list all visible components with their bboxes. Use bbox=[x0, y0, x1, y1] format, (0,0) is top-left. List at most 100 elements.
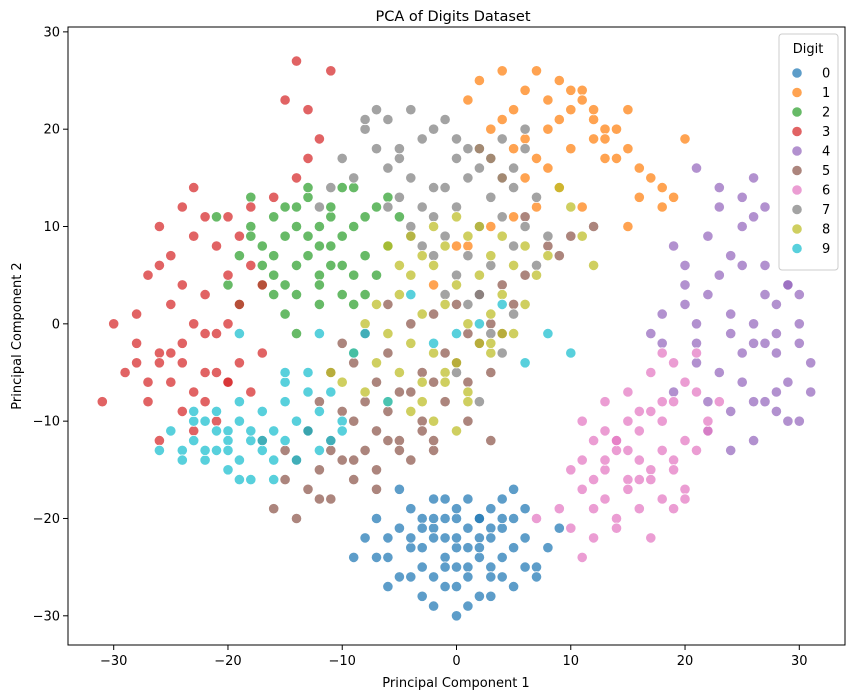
scatter-point bbox=[496, 133, 508, 145]
scatter-point bbox=[268, 454, 280, 466]
scatter-point bbox=[199, 454, 211, 466]
scatter-point bbox=[462, 172, 474, 184]
scatter-point bbox=[199, 288, 211, 301]
scatter-point bbox=[690, 357, 703, 369]
scatter-point bbox=[336, 152, 348, 164]
scatter-point bbox=[667, 464, 680, 476]
scatter-point bbox=[405, 532, 417, 544]
scatter-point bbox=[393, 366, 405, 379]
scatter-point bbox=[542, 240, 554, 252]
scatter-point bbox=[290, 454, 303, 466]
scatter-point bbox=[485, 259, 497, 271]
scatter-point bbox=[370, 143, 383, 155]
scatter-point bbox=[462, 327, 474, 340]
scatter-point bbox=[405, 230, 417, 242]
scatter-point bbox=[633, 191, 645, 203]
x-tick-label: −10 bbox=[329, 654, 356, 669]
scatter-point bbox=[427, 571, 440, 583]
scatter-point bbox=[736, 347, 748, 359]
scatter-point bbox=[439, 561, 451, 573]
scatter-point bbox=[188, 182, 200, 194]
scatter-point bbox=[473, 337, 485, 349]
y-tick-label: 30 bbox=[43, 25, 60, 40]
scatter-point bbox=[530, 512, 543, 525]
scatter-point bbox=[393, 288, 405, 301]
scatter-point bbox=[725, 405, 737, 417]
scatter-point bbox=[359, 211, 371, 223]
scatter-point bbox=[393, 259, 405, 271]
scatter-point bbox=[290, 512, 303, 525]
scatter-point bbox=[645, 327, 657, 340]
scatter-point bbox=[507, 512, 520, 525]
x-axis-label: Principal Component 1 bbox=[382, 676, 529, 691]
scatter-point bbox=[565, 84, 577, 96]
scatter-point bbox=[370, 376, 383, 388]
scatter-point bbox=[690, 347, 703, 359]
scatter-point bbox=[645, 532, 657, 544]
scatter-point bbox=[279, 308, 291, 320]
scatter-point bbox=[325, 65, 337, 77]
scatter-point bbox=[736, 191, 748, 203]
scatter-point bbox=[348, 357, 360, 369]
scatter-point bbox=[313, 493, 325, 505]
scatter-point bbox=[759, 201, 771, 213]
y-tick-label: 10 bbox=[43, 220, 60, 235]
scatter-point bbox=[416, 396, 428, 408]
scatter-point bbox=[462, 230, 474, 242]
scatter-point bbox=[553, 74, 565, 87]
y-tick-label: −20 bbox=[33, 512, 60, 527]
scatter-point bbox=[279, 473, 291, 486]
scatter-point bbox=[622, 483, 634, 495]
scatter-point bbox=[233, 396, 245, 408]
scatter-point bbox=[576, 94, 588, 106]
scatter-point bbox=[656, 308, 668, 320]
scatter-point bbox=[233, 298, 245, 310]
scatter-point bbox=[142, 376, 154, 388]
scatter-point bbox=[313, 201, 325, 213]
scatter-point bbox=[233, 250, 245, 262]
scatter-point bbox=[256, 279, 268, 291]
scatter-point bbox=[747, 318, 760, 330]
scatter-point bbox=[462, 94, 474, 106]
scatter-point bbox=[393, 444, 405, 456]
scatter-point bbox=[336, 454, 348, 466]
scatter-point bbox=[256, 347, 268, 359]
scatter-point bbox=[245, 191, 257, 203]
scatter-point bbox=[530, 561, 543, 573]
scatter-point bbox=[747, 211, 760, 223]
scatter-point bbox=[405, 288, 417, 301]
scatter-point bbox=[656, 337, 668, 349]
scatter-point bbox=[587, 473, 600, 486]
x-tick-label: 0 bbox=[452, 654, 460, 669]
scatter-point bbox=[679, 434, 691, 447]
scatter-point bbox=[576, 483, 588, 495]
scatter-point bbox=[473, 269, 485, 281]
scatter-point bbox=[713, 269, 725, 281]
scatter-point bbox=[473, 542, 485, 554]
legend-item-6: 6 bbox=[791, 184, 830, 199]
scatter-point bbox=[462, 386, 474, 398]
scatter-point bbox=[382, 580, 394, 593]
scatter-point bbox=[370, 551, 383, 564]
scatter-point bbox=[485, 250, 497, 262]
scatter-point bbox=[450, 366, 463, 379]
scatter-point bbox=[679, 493, 691, 505]
scatter-point bbox=[210, 211, 223, 223]
scatter-point bbox=[325, 493, 337, 505]
scatter-point bbox=[496, 551, 508, 564]
scatter-point bbox=[450, 240, 463, 252]
scatter-point bbox=[485, 366, 497, 379]
scatter-point bbox=[370, 201, 383, 213]
scatter-point bbox=[393, 571, 405, 583]
scatter-point bbox=[393, 152, 405, 164]
scatter-point bbox=[713, 396, 725, 408]
scatter-point bbox=[587, 434, 600, 447]
scatter-point bbox=[702, 396, 714, 408]
scatter-point bbox=[416, 133, 428, 145]
scatter-point bbox=[599, 123, 611, 135]
scatter-point bbox=[633, 454, 645, 466]
scatter-point bbox=[370, 269, 383, 281]
scatter-point bbox=[770, 327, 783, 340]
scatter-point bbox=[530, 259, 543, 271]
scatter-point bbox=[690, 444, 703, 456]
